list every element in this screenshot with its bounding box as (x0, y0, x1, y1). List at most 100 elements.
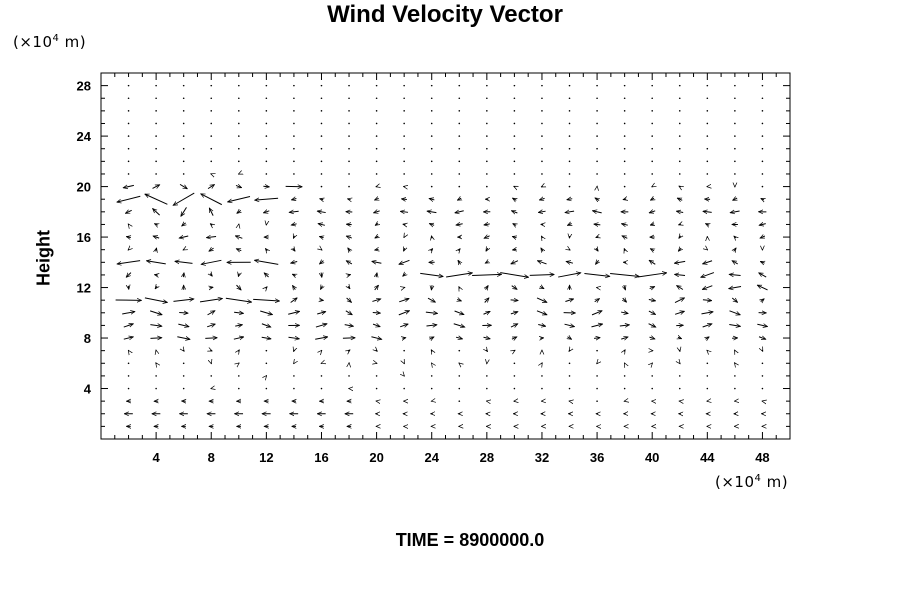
calm-point (265, 84, 268, 87)
calm-point (403, 387, 405, 390)
vector-arrows (115, 84, 768, 427)
wind-vector (703, 211, 712, 212)
wind-vector (266, 376, 267, 377)
wind-vector (238, 273, 239, 276)
calm-point (513, 110, 516, 112)
wind-vector (123, 324, 134, 328)
wind-vector (236, 284, 241, 290)
wind-vector (175, 261, 193, 263)
wind-vector (623, 199, 626, 200)
calm-point (623, 173, 626, 175)
calm-point (596, 84, 598, 87)
wind-vector (757, 324, 767, 326)
calm-point (238, 135, 240, 137)
wind-vector (344, 325, 354, 327)
calm-point (265, 387, 268, 390)
calm-point (155, 97, 157, 100)
calm-point (458, 160, 461, 163)
calm-point (155, 84, 157, 87)
calm-point (513, 97, 516, 100)
wind-vector (701, 312, 713, 314)
calm-point (706, 97, 709, 100)
wind-vector (649, 211, 656, 213)
calm-point (430, 185, 433, 188)
wind-vector (177, 337, 190, 340)
plot-frame (100, 72, 791, 440)
calm-point (293, 160, 295, 163)
calm-point (734, 387, 736, 390)
wind-vector (558, 273, 581, 278)
wind-vector (210, 350, 212, 352)
x-tick-label: 44 (700, 450, 715, 465)
calm-point (320, 185, 323, 188)
wind-vector (264, 273, 268, 277)
x-unit-post: m) (761, 473, 789, 491)
calm-point (238, 122, 240, 125)
wind-vector (541, 186, 543, 188)
wind-vector (621, 224, 628, 225)
calm-point (265, 160, 268, 163)
calm-point (678, 147, 681, 150)
wind-vector (321, 273, 322, 278)
wind-vector (315, 337, 328, 339)
calm-point (430, 110, 433, 112)
calm-point (678, 387, 681, 390)
wind-vector (346, 297, 352, 302)
calm-point (541, 147, 543, 150)
x-unit-pre: (×10 (715, 473, 755, 491)
calm-point (623, 84, 626, 87)
wind-vector (128, 286, 129, 289)
calm-point (678, 122, 681, 125)
wind-vector (234, 312, 243, 313)
wind-vector (429, 224, 435, 226)
wind-vector (569, 249, 570, 250)
calm-point (348, 122, 350, 125)
wind-vector (514, 350, 515, 351)
calm-point (403, 349, 405, 352)
calm-point (596, 160, 598, 163)
wind-vector (431, 285, 432, 290)
wind-vector (125, 210, 132, 214)
wind-vector (486, 286, 489, 290)
calm-point (403, 84, 405, 87)
calm-point (265, 147, 268, 150)
wind-vector (292, 236, 294, 239)
wind-vector (512, 249, 516, 250)
calm-point (293, 135, 295, 137)
calm-point (348, 147, 350, 150)
wind-vector (702, 300, 712, 301)
calm-point (596, 400, 598, 402)
wind-vector (729, 324, 740, 326)
calm-point (375, 84, 378, 87)
wind-vector (707, 350, 708, 351)
wind-vector (288, 311, 299, 315)
wind-vector (757, 284, 768, 291)
wind-vector (592, 211, 602, 213)
wind-vector (733, 198, 738, 201)
calm-point (375, 97, 378, 100)
wind-vector (594, 299, 600, 302)
calm-point (568, 97, 571, 100)
calm-point (458, 173, 461, 175)
wind-vector (472, 274, 501, 275)
calm-point (320, 387, 323, 390)
wind-vector (652, 186, 653, 188)
wind-vector (619, 325, 630, 326)
calm-point (734, 147, 736, 150)
wind-vector (624, 350, 625, 352)
wind-vector (734, 363, 735, 364)
calm-point (458, 400, 461, 402)
calm-point (458, 375, 461, 377)
wind-vector (706, 223, 710, 226)
wind-vector (458, 249, 460, 251)
calm-point (430, 147, 433, 150)
wind-vector (541, 248, 543, 251)
calm-point (320, 173, 323, 175)
calm-point (734, 173, 736, 175)
calm-point (541, 110, 543, 112)
calm-point (761, 84, 764, 87)
calm-point (430, 375, 433, 377)
calm-point (238, 84, 240, 87)
calm-point (430, 122, 433, 125)
wind-vector (207, 324, 215, 327)
